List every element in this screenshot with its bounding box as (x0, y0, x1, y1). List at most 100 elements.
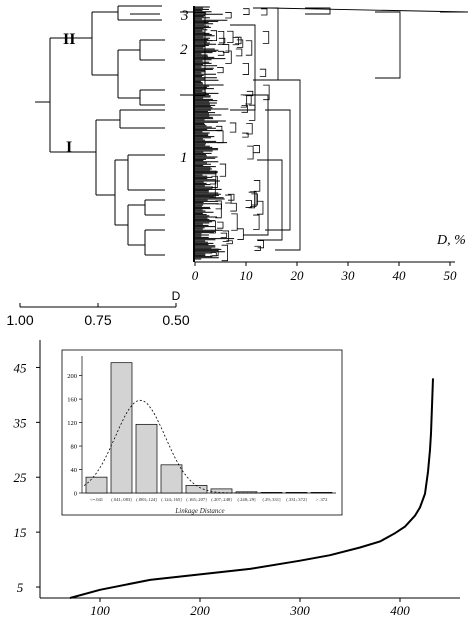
inset-x-label: Linkage Distance (174, 507, 224, 515)
dense-dendrogram (180, 6, 469, 262)
histogram-bar (285, 492, 308, 494)
bottom-x-tick-label: 300 (289, 603, 310, 618)
dendrogram-link (262, 31, 270, 44)
dendrogram-link (211, 175, 218, 188)
bottom-y-tick-label: 35 (13, 415, 28, 430)
bottom-y-tick-label: 5 (17, 580, 24, 595)
dendrogram-x-tick-label: 50 (444, 268, 458, 283)
histogram-category-label: (.165;.207] (186, 497, 207, 502)
normal-fit-curve (83, 399, 272, 494)
dendrogram-link (235, 48, 243, 57)
cluster-label-I: I (66, 139, 72, 156)
dendrogram-link (231, 213, 238, 231)
dendrogram-link-major (253, 7, 279, 81)
dendrogram-link-major (230, 24, 256, 111)
dendrogram-link (212, 248, 219, 257)
inset-y-tick-label: 200 (67, 373, 77, 380)
histogram-bar (110, 362, 133, 494)
bottom-y-tick-label: 15 (14, 525, 28, 540)
dendrogram-link (209, 170, 217, 185)
histogram-category-label: (.207;.248] (211, 497, 232, 502)
dendrogram-x-tick-label: 30 (341, 268, 356, 283)
dendrogram-x-tick-label: 20 (291, 268, 305, 283)
dendrogram-link (245, 40, 253, 56)
dendrogram-link-major (257, 159, 283, 241)
inset-y-tick-label: 120 (67, 420, 77, 427)
dendrogram-link-major (265, 109, 291, 231)
dendrogram-link (219, 163, 227, 177)
dendrogram-link (209, 220, 216, 234)
similarity-axis: D 1.00 0.75 0.50 (6, 289, 189, 328)
histogram-category-label: (.331;.372] (286, 497, 307, 502)
dendrogram-link (245, 200, 252, 208)
dendrogram-link (253, 214, 260, 230)
dendrogram-link-major (305, 7, 331, 15)
dendrogram-link (242, 63, 250, 75)
bottom-y-tick-label: 45 (14, 360, 28, 375)
dendrogram-link (248, 191, 256, 209)
dendrogram-link (217, 130, 224, 144)
dendrogram-x-axis: 0 10 20 30 40 50 (192, 261, 458, 283)
dendrogram-link-major (375, 11, 401, 79)
dendrogram-x-tick-label: 40 (393, 268, 407, 283)
dendrogram-link (256, 200, 264, 215)
histogram-category-label: (.041;.083] (111, 497, 132, 502)
dendrogram-link (210, 30, 218, 42)
dendrogram-link (263, 84, 270, 101)
dendrogram-link (226, 240, 233, 245)
dendrogram-link (232, 36, 240, 46)
dendrogram-link (215, 203, 222, 210)
dendrogram-link (254, 245, 261, 251)
dendrogram-link (237, 228, 244, 240)
inset-y-tick-label: 160 (67, 397, 77, 404)
dendrogram-axis-label: D, % (436, 233, 466, 248)
dendrogram-link (248, 104, 256, 121)
subcluster-label-3: 3 (180, 8, 189, 24)
histogram-bar (210, 488, 233, 494)
histogram-category-label: > .372 (316, 497, 328, 502)
histogram-category-label: (.248;.29] (237, 497, 256, 502)
cluster-tree (35, 5, 165, 256)
similarity-tick-3: 0.50 (162, 312, 189, 328)
dendrogram-link (225, 50, 232, 64)
dendrogram-link (222, 44, 230, 53)
inset-y-tick-label: 0 (74, 491, 77, 498)
bottom-y-tick-label: 25 (14, 470, 28, 485)
histogram-category-label: (.29;.331] (262, 497, 281, 502)
dendrogram-link-major (275, 79, 301, 251)
dendrogram-link (246, 90, 254, 97)
similarity-tick-2: 0.75 (84, 312, 111, 328)
dendrogram-link (218, 37, 226, 44)
subcluster-label-1: 1 (180, 150, 188, 166)
dendrogram-link-major (243, 94, 269, 236)
dendrogram-link (253, 145, 260, 154)
subcluster-label-2: 2 (180, 42, 188, 58)
dendrogram-link (241, 105, 248, 113)
histogram-category-label: (.124;.165] (161, 497, 182, 502)
dendrogram-link (217, 67, 224, 74)
dendrogram-link (236, 39, 244, 48)
dendrogram-link (215, 125, 223, 131)
dendrogram-link-major (269, 7, 469, 13)
histogram-bar (135, 423, 158, 494)
linkage-histogram-inset: Linkage Distance 0 40 80 120 160 200 <=.041 (.0… (61, 349, 343, 516)
dendrogram-link (235, 36, 242, 45)
bottom-x-tick-label: 200 (190, 603, 210, 618)
inset-y-tick-label: 80 (71, 444, 78, 451)
dendrogram-link (225, 194, 232, 204)
dendrogram-link (260, 8, 268, 16)
bottom-x-tick-label: 400 (390, 603, 410, 618)
bottom-x-tick-label: 100 (90, 603, 110, 618)
dendrogram-leaf-baseline (193, 6, 195, 262)
dendrogram-link (221, 244, 228, 262)
histogram-category-label: <=.041 (90, 497, 104, 502)
dendrogram-x-tick-label: 10 (240, 268, 254, 283)
dendrogram-link (259, 68, 267, 77)
dendrogram-link (230, 202, 237, 212)
similarity-axis-title: D (172, 289, 181, 303)
histogram-bar (85, 476, 108, 494)
dendrogram-link (245, 94, 252, 105)
dendrogram-link (225, 12, 232, 19)
similarity-tick-1: 1.00 (6, 312, 33, 328)
